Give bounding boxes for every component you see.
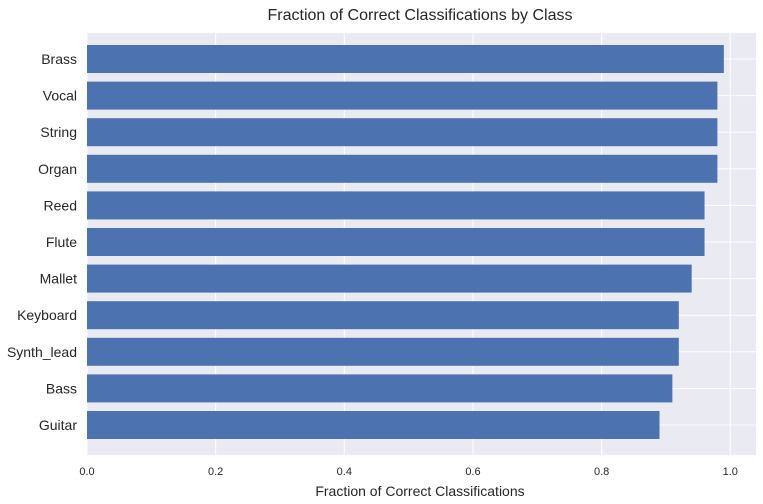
y-tick-label: Reed [44,197,77,213]
y-tick-label: Keyboard [17,307,77,323]
x-tick-label: 0.0 [79,466,94,478]
y-tick-label: Guitar [39,417,77,433]
y-tick-labels: Brass Vocal String Organ Reed Flute Mallet Keyb… [7,51,77,433]
bar-reed [87,191,705,220]
bar-string [87,118,718,147]
x-tick-labels: 0.0 0.2 0.4 0.6 0.8 1.0 [79,466,738,478]
x-tick-label: 0.4 [337,466,352,478]
x-tick-label: 0.2 [208,466,223,478]
y-tick-label: Bass [46,380,77,396]
x-axis-label: Fraction of Correct Classifications [315,483,524,499]
bar-bass [87,374,673,403]
y-tick-label: Organ [38,161,77,177]
chart-title: Fraction of Correct Classifications by C… [268,7,573,24]
bar-mallet [87,264,692,293]
x-tick-label: 0.8 [594,466,609,478]
bar-vocal [87,81,718,110]
bar-organ [87,154,718,183]
x-tick-label: 1.0 [723,466,738,478]
x-tick-label: 0.6 [465,466,480,478]
bars [87,45,724,439]
y-tick-label: Mallet [40,271,77,287]
bar-flute [87,228,705,256]
bar-keyboard [87,301,679,330]
y-tick-label: String [40,124,77,140]
y-tick-label: Vocal [43,88,77,104]
y-tick-label: Flute [46,234,77,250]
y-tick-label: Brass [41,51,77,67]
bar-synth-lead [87,337,679,366]
bar-guitar [87,411,660,439]
bar-brass [87,45,724,73]
y-tick-label: Synth_lead [7,344,77,360]
